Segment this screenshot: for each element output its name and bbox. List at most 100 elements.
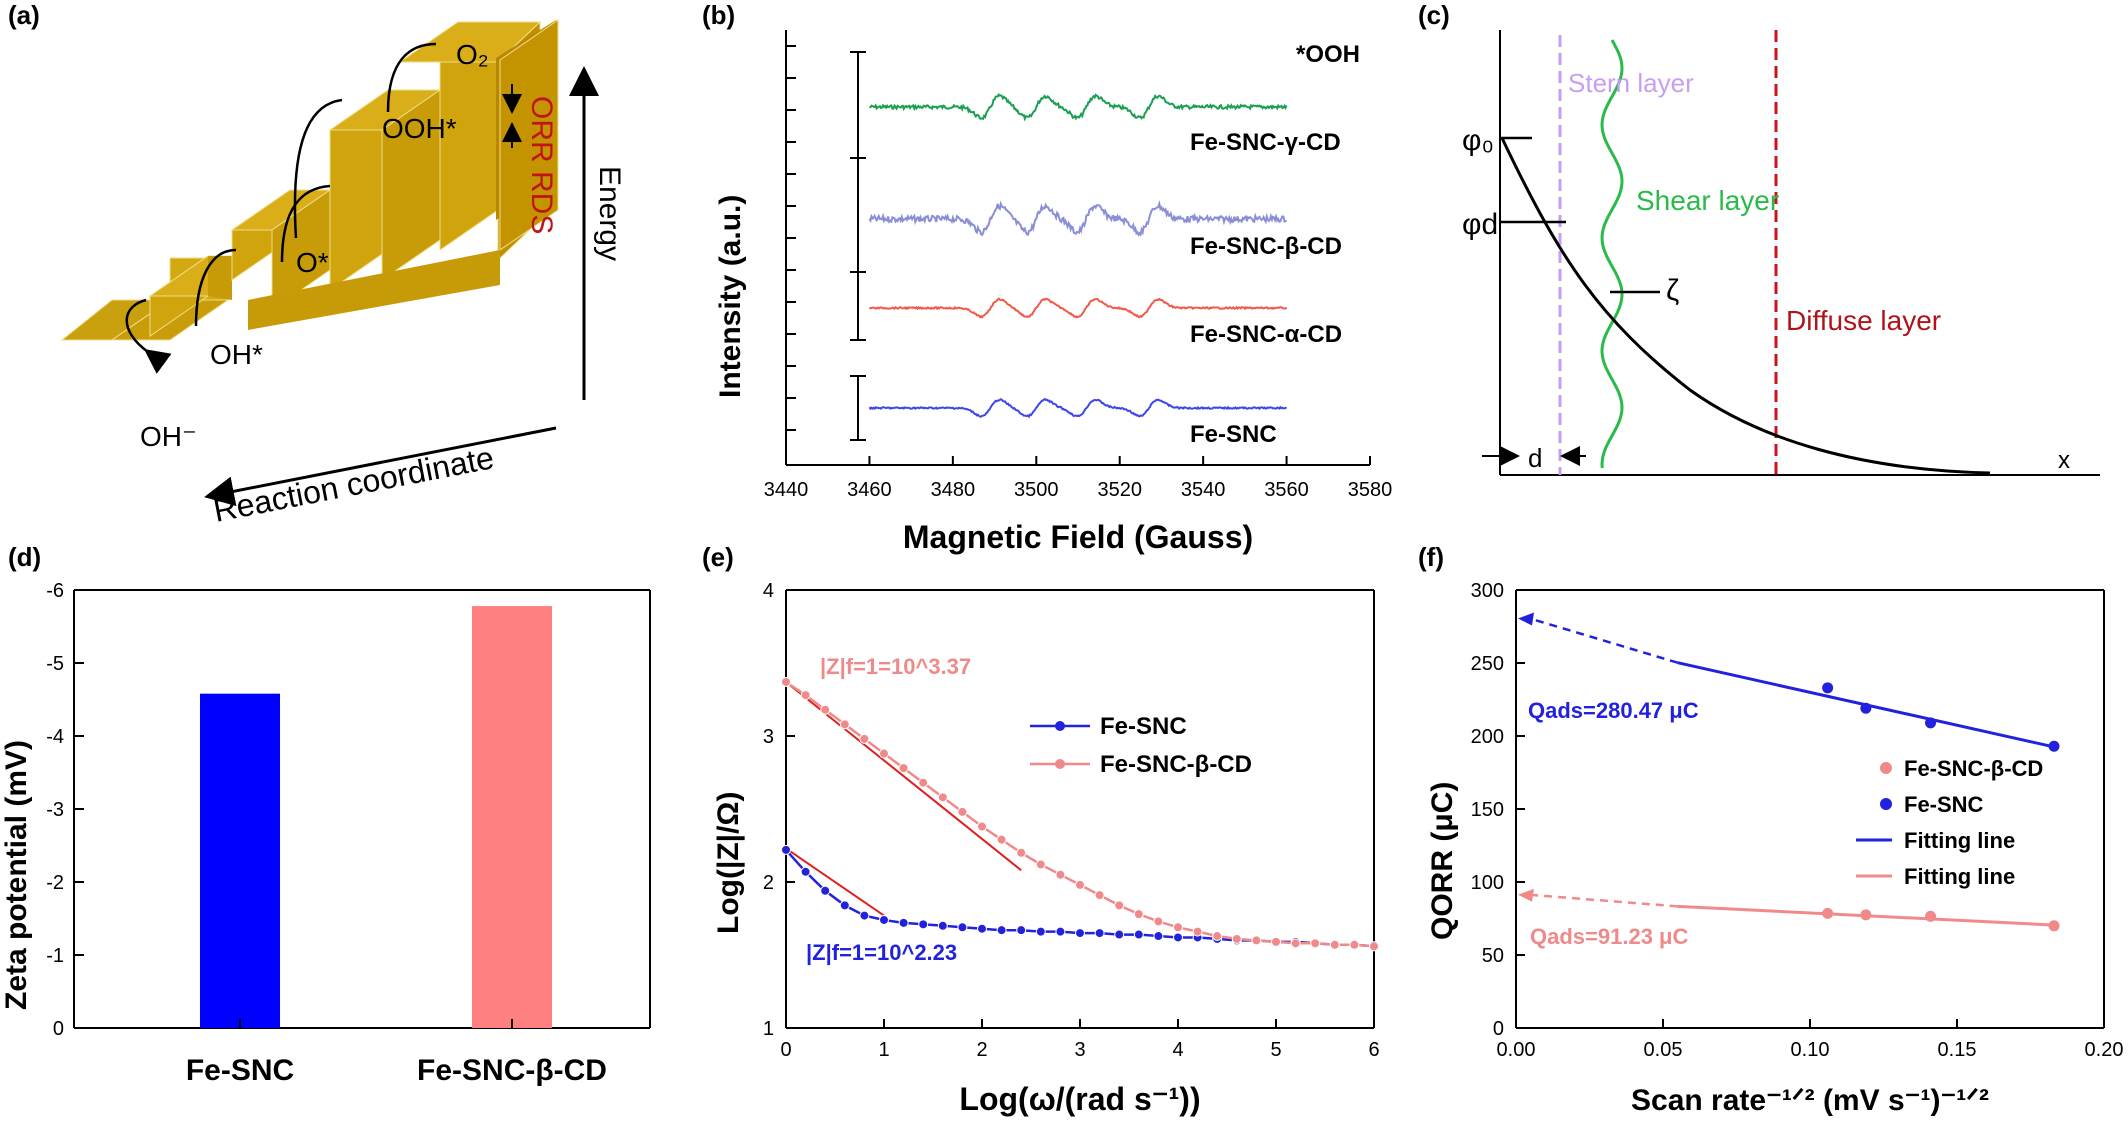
panel-e-annotation-1: |Z|f=1=10^3.37 (820, 654, 971, 679)
step-label-o2: O₂ (456, 39, 489, 70)
panel-b-xtick-label: 3500 (1014, 479, 1059, 501)
zeta-label: ζ (1666, 274, 1679, 307)
panel-f-annotation-2: Qads=91.23 μC (1530, 924, 1688, 949)
panel-e-xtick-label: 0 (780, 1039, 791, 1061)
panel-f-ytick-label: 150 (1471, 799, 1504, 821)
panel-e-ytick-label: 4 (763, 580, 774, 602)
impedance-point (781, 676, 791, 687)
impedance-point (1192, 926, 1203, 937)
impedance-point (879, 914, 889, 925)
legend-marker (1055, 759, 1065, 769)
panel-e-xtick-label: 5 (1270, 1039, 1281, 1061)
panel-d-ytick-label: 0 (53, 1018, 64, 1040)
rds-label: ORR RDS (525, 96, 558, 234)
impedance-point (1251, 935, 1262, 946)
impedance-point (1310, 938, 1321, 949)
panel-f-ytick-label: 200 (1471, 726, 1504, 748)
impedance-point (1094, 928, 1105, 939)
d-label: d (1528, 443, 1542, 473)
impedance-point (1133, 929, 1144, 940)
impedance-point (1094, 890, 1105, 901)
impedance-point (898, 763, 909, 774)
impedance-point (1114, 900, 1125, 911)
panel-e-annotation-2: |Z|f=1=10^2.23 (806, 940, 957, 965)
panel-a-staircase: OH⁻ OH* O* OOH* O₂ ORR RDS Energy Reacti… (60, 19, 626, 529)
impedance-point (957, 806, 968, 817)
panel-b-xtick-label: 3560 (1264, 479, 1309, 501)
charge-point (1925, 717, 1937, 729)
epr-series-label: Fe-SNC-β-CD (1190, 233, 1342, 260)
panel-f-ytick-label: 250 (1471, 653, 1504, 675)
panel-label-a: (a) (8, 0, 40, 30)
x-label: x (2058, 447, 2070, 474)
epr-spectrum (868, 297, 1288, 319)
impedance-point (1133, 909, 1144, 920)
panel-b-xtick-label: 3540 (1181, 479, 1226, 501)
panel-e-xtick-label: 6 (1368, 1039, 1379, 1061)
impedance-point (1290, 938, 1301, 949)
legend-label: Fe-SNC-β-CD (1904, 756, 2043, 781)
panel-d-ylabel: Zeta potential (mV) (0, 740, 33, 1010)
potential-curve (1500, 137, 1991, 475)
impedance-point (1035, 926, 1046, 937)
charge-point (1822, 682, 1834, 694)
extrapolation-arrowhead (1518, 888, 1534, 902)
impedance-point (1349, 939, 1360, 950)
zeta-bar (472, 606, 552, 1028)
panel-f-ylabel: QORR (μC) (1426, 782, 1459, 940)
panel-e-ytick-label: 3 (763, 726, 774, 748)
panel-f-ytick-label: 0 (1493, 1018, 1504, 1040)
impedance-point (800, 866, 811, 877)
stern-label: Stern layer (1568, 68, 1694, 98)
legend-label: Fitting line (1904, 864, 2015, 889)
panel-d-ytick-label: -2 (46, 872, 64, 894)
charge-point (1860, 702, 1872, 714)
impedance-point (996, 925, 1007, 936)
impedance-point (1271, 936, 1281, 947)
impedance-point (1035, 859, 1046, 870)
impedance-point (1329, 939, 1340, 950)
impedance-point (898, 917, 909, 928)
panel-b-xtick-label: 3440 (764, 479, 809, 501)
impedance-point (839, 900, 850, 911)
phi0-label: φ₀ (1462, 124, 1494, 157)
zeta-bar (200, 693, 280, 1028)
legend-marker (1880, 762, 1892, 774)
impedance-point (1369, 941, 1379, 952)
panel-f-xtick-label: 0.10 (1791, 1039, 1830, 1061)
impedance-point (839, 719, 850, 730)
diffuse-label: Diffuse layer (1786, 305, 1941, 336)
panel-b-annotation: *OOH (1296, 41, 1360, 68)
impedance-point (859, 910, 870, 921)
impedance-point (879, 748, 889, 759)
panel-b-ylabel: Intensity (a.u.) (714, 195, 747, 398)
shear-label: Shear layer (1636, 185, 1779, 216)
panel-label-d: (d) (8, 542, 41, 572)
panel-d-category-label: Fe-SNC-β-CD (417, 1054, 607, 1087)
panel-d-ytick-label: -6 (46, 580, 64, 602)
impedance-point (1153, 931, 1164, 942)
panel-b-xtick-label: 3520 (1097, 479, 1142, 501)
charge-extrapolation (1529, 893, 1678, 908)
step-label-ooh-star: OOH* (382, 113, 457, 144)
impedance-point (1075, 879, 1085, 890)
impedance-point (1016, 847, 1027, 858)
impedance-point (1075, 928, 1085, 939)
impedance-point (996, 834, 1007, 845)
phid-label: φd (1462, 208, 1498, 241)
legend-label: Fe-SNC-β-CD (1100, 751, 1252, 778)
panel-f-ytick-label: 300 (1471, 580, 1504, 602)
panel-f-xtick-label: 0.00 (1497, 1039, 1536, 1061)
panel-d-ytick-label: -1 (46, 945, 64, 967)
panel-c-double-layer: φ₀ φd ζ Stern layer Shear layer Diffuse … (1462, 30, 2100, 476)
panel-b-xtick-label: 3480 (931, 479, 976, 501)
panel-f-ytick-label: 100 (1471, 872, 1504, 894)
charge-point (1860, 909, 1872, 921)
impedance-point (1153, 916, 1164, 927)
step-label-oh-star: OH* (210, 339, 263, 370)
charge-extrapolation (1529, 617, 1679, 664)
shear-wave (1600, 39, 1624, 469)
impedance-line (785, 680, 1375, 948)
